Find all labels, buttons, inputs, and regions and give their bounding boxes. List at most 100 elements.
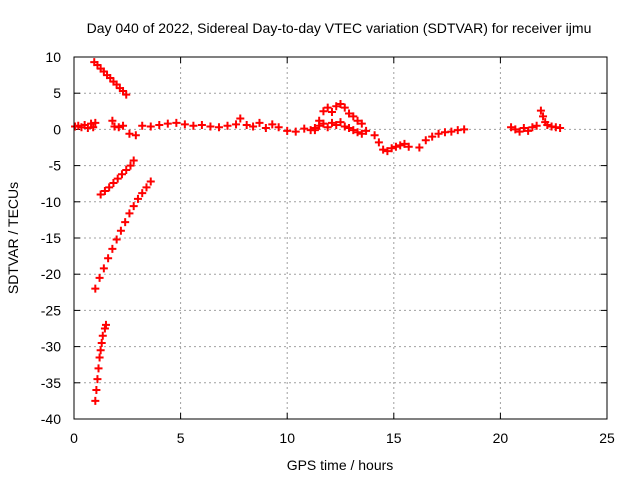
data-point <box>104 254 113 263</box>
data-point <box>532 121 541 130</box>
data-point <box>387 144 396 153</box>
data-point <box>172 118 181 127</box>
data-point <box>105 183 114 192</box>
data-point <box>114 123 123 132</box>
data-point <box>180 120 189 129</box>
data-point <box>345 123 354 132</box>
data-point <box>315 121 324 130</box>
data-point <box>126 161 135 170</box>
y-tick-label: 10 <box>45 49 61 65</box>
data-point <box>125 129 134 138</box>
data-point <box>261 123 270 132</box>
y-tick-label: -35 <box>41 375 61 391</box>
data-point <box>125 209 134 218</box>
data-point <box>189 121 198 130</box>
data-point <box>95 353 104 362</box>
data-point <box>327 118 336 127</box>
data-point <box>197 121 206 130</box>
x-tick-label: 20 <box>493 430 509 446</box>
data-point <box>340 103 349 112</box>
data-point <box>340 122 349 131</box>
data-point <box>242 121 251 130</box>
data-point <box>362 126 371 135</box>
data-point <box>349 112 358 121</box>
data-point <box>91 284 100 293</box>
data-point <box>113 174 122 183</box>
data-point <box>404 142 413 151</box>
data-point <box>122 165 131 174</box>
data-point <box>511 125 520 134</box>
y-tick-label: 0 <box>53 121 61 137</box>
data-point <box>92 386 101 395</box>
data-point <box>223 121 232 130</box>
data-point <box>291 127 300 136</box>
data-point <box>383 147 392 156</box>
x-tick-label: 0 <box>70 430 78 446</box>
data-point <box>214 123 223 132</box>
y-axis-label: SDTVAR / TECUs <box>5 182 21 294</box>
data-point <box>421 136 430 145</box>
data-point <box>349 126 358 135</box>
data-point <box>528 123 537 132</box>
y-tick-label: -40 <box>41 411 61 427</box>
data-point <box>519 123 528 132</box>
data-point <box>122 90 131 99</box>
data-point <box>434 129 443 138</box>
y-tick-label: 5 <box>53 85 61 101</box>
x-axis-label: GPS time / hours <box>287 457 394 473</box>
data-point <box>129 202 138 211</box>
data-point <box>539 112 548 121</box>
data-point <box>98 331 107 340</box>
y-tick-label: -25 <box>41 302 61 318</box>
data-point <box>332 121 341 130</box>
y-tick-label: -10 <box>41 194 61 210</box>
data-point <box>96 346 105 355</box>
data-points <box>71 58 565 405</box>
data-point <box>543 121 552 130</box>
data-point <box>274 123 283 132</box>
plot-frame <box>73 56 608 420</box>
data-point <box>353 116 362 125</box>
data-point <box>121 218 130 227</box>
data-point <box>138 189 147 198</box>
data-point <box>374 138 383 147</box>
data-point <box>155 121 164 130</box>
data-point <box>99 264 108 273</box>
data-point <box>236 114 245 123</box>
data-point <box>131 131 140 140</box>
data-point <box>536 106 545 115</box>
data-point <box>379 145 388 154</box>
data-point <box>96 190 105 199</box>
y-tick-label: -30 <box>41 339 61 355</box>
data-point <box>396 141 405 150</box>
data-point <box>345 109 354 118</box>
data-point <box>91 396 100 405</box>
data-point <box>206 122 215 131</box>
chart-title: Day 040 of 2022, Sidereal Day-to-day VTE… <box>87 20 592 36</box>
data-point <box>101 320 110 329</box>
data-point <box>323 123 332 132</box>
data-point <box>332 102 341 111</box>
data-point <box>507 123 516 132</box>
data-point <box>108 116 117 125</box>
data-point <box>100 186 109 195</box>
y-tick-label: -15 <box>41 230 61 246</box>
data-point <box>129 156 138 165</box>
data-point <box>142 183 151 192</box>
data-point <box>249 122 258 131</box>
data-point <box>93 375 102 384</box>
data-point <box>133 194 142 203</box>
data-point <box>91 118 100 127</box>
data-point <box>327 108 336 117</box>
data-point <box>119 121 128 130</box>
data-point <box>353 128 362 137</box>
x-tick-label: 10 <box>279 430 295 446</box>
data-point <box>319 119 328 128</box>
data-point <box>336 100 345 109</box>
y-tick-label: -5 <box>49 158 62 174</box>
data-point <box>283 126 292 135</box>
data-point <box>112 235 121 244</box>
data-point <box>524 126 533 135</box>
tick-labels: 0 5 10 15 20 25 -40 -35 -30 -25 -20 -15 -10 -5 0 5 10 <box>41 49 615 446</box>
